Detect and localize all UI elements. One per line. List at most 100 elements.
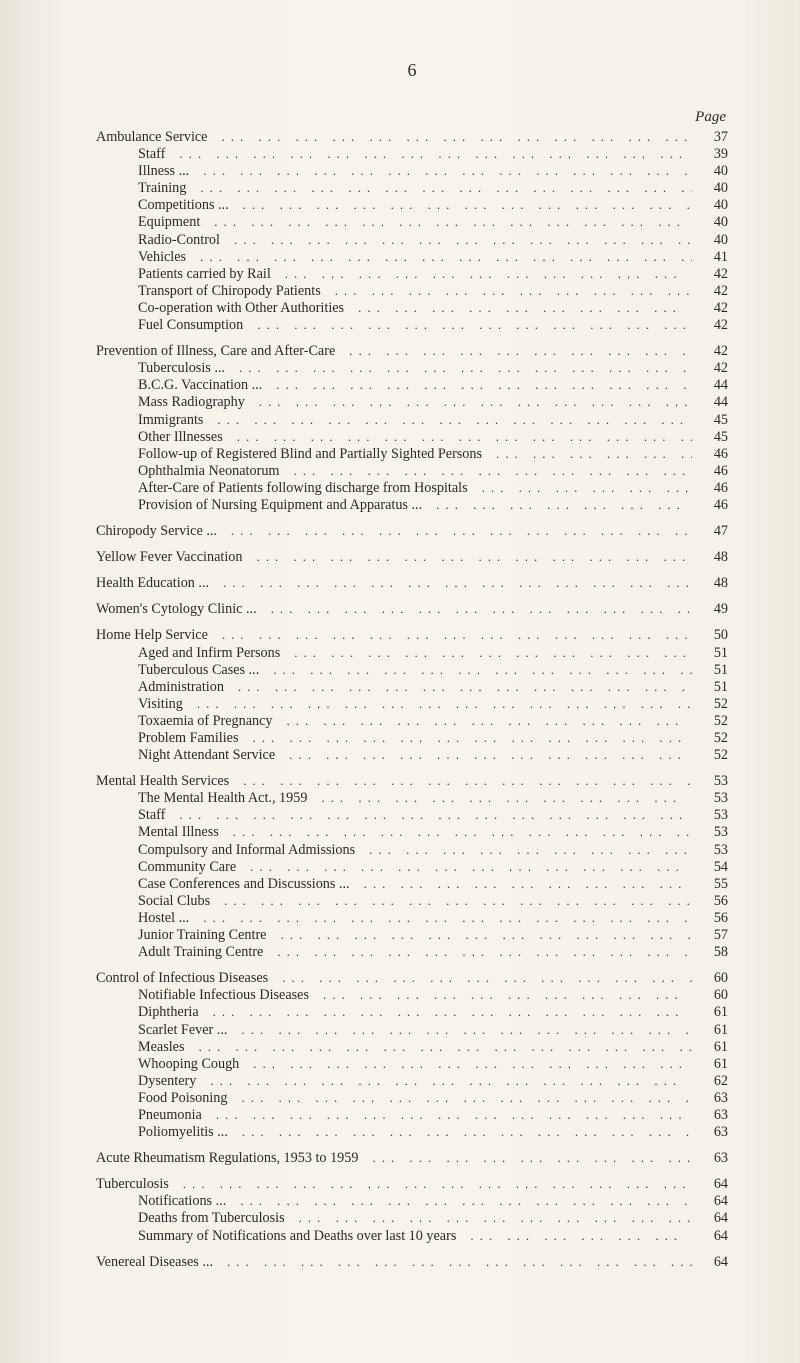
toc-item-label: Notifications ... (96, 1194, 226, 1208)
toc-page-number: 40 (692, 164, 728, 178)
toc-leader-dots: ... ... ... ... ... ... ... ... ... ... … (239, 1057, 692, 1070)
toc-section-label: Control of Infectious Diseases (96, 971, 268, 985)
toc-page-number: 46 (692, 464, 728, 478)
toc-item-row: Immigrants... ... ... ... ... ... ... ..… (96, 413, 728, 430)
toc-leader-dots: ... ... ... ... ... ... ... ... ... ... … (220, 233, 692, 246)
toc-section-label: Mental Health Services (96, 774, 229, 788)
toc-leader-dots: ... ... ... ... ... ... ... ... ... ... … (196, 1074, 692, 1087)
toc-item-row: Whooping Cough... ... ... ... ... ... ..… (96, 1057, 728, 1074)
toc-leader-dots: ... ... ... ... ... ... ... ... ... ... … (165, 808, 692, 821)
toc-page-number: 62 (692, 1074, 728, 1088)
toc-item-row: Ophthalmia Neonatorum... ... ... ... ...… (96, 464, 728, 481)
toc-item-label: B.C.G. Vaccination ... (96, 378, 262, 392)
toc-leader-dots: ... ... ... ... ... ... ... ... ... ... … (335, 344, 692, 357)
toc-page-number: 42 (692, 284, 728, 298)
toc-item-row: Diphtheria... ... ... ... ... ... ... ..… (96, 1005, 728, 1022)
toc-page-number: 40 (692, 215, 728, 229)
toc-leader-dots: ... ... ... ... ... ... ... ... ... ... … (229, 774, 692, 787)
toc-section-row: Prevention of Illness, Care and After-Ca… (96, 344, 728, 361)
toc-item-label: Follow-up of Registered Blind and Partia… (96, 447, 482, 461)
toc-item-label: Provision of Nursing Equipment and Appar… (96, 498, 422, 512)
toc-item-row: Other Illnesses... ... ... ... ... ... .… (96, 430, 728, 447)
toc-item-label: Competitions ... (96, 198, 229, 212)
toc-item-row: Illness ...... ... ... ... ... ... ... .… (96, 164, 728, 181)
toc-item-label: Tuberculosis ... (96, 361, 225, 375)
toc-item-row: Staff... ... ... ... ... ... ... ... ...… (96, 808, 728, 825)
toc-item-label: Community Care (96, 860, 236, 874)
toc-item-row: Provision of Nursing Equipment and Appar… (96, 498, 728, 515)
toc-item-row: After-Care of Patients following dischar… (96, 481, 728, 498)
toc-section-row: Tuberculosis... ... ... ... ... ... ... … (96, 1177, 728, 1194)
toc-section-row: Ambulance Service... ... ... ... ... ...… (96, 130, 728, 147)
toc-item-label: Case Conferences and Discussions ... (96, 877, 350, 891)
toc-item-row: Follow-up of Registered Blind and Partia… (96, 447, 728, 464)
toc-item-row: Deaths from Tuberculosis... ... ... ... … (96, 1211, 728, 1228)
toc-section-label: Yellow Fever Vaccination (96, 550, 242, 564)
toc-item-label: Mental Illness (96, 825, 219, 839)
toc-section-label: Women's Cytology Clinic ... (96, 602, 257, 616)
toc-leader-dots: ... ... ... ... ... ... ... ... ... ... … (257, 602, 692, 615)
toc-page-number: 42 (692, 344, 728, 358)
toc-page-number: 61 (692, 1023, 728, 1037)
toc-page-number: 63 (692, 1151, 728, 1165)
toc-section-label: Home Help Service (96, 628, 208, 642)
toc-leader-dots: ... ... ... ... ... ... ... ... ... ... … (422, 498, 692, 511)
toc-leader-dots: ... ... ... ... ... ... ... ... ... ... … (344, 301, 692, 314)
toc-item-label: Immigrants (96, 413, 203, 427)
toc-item-label: Transport of Chiropody Patients (96, 284, 321, 298)
toc-leader-dots: ... ... ... ... ... ... ... ... ... ... … (226, 1194, 692, 1207)
toc-section-label: Health Education ... (96, 576, 209, 590)
toc-item-row: Transport of Chiropody Patients... ... .… (96, 284, 728, 301)
toc-page-number: 57 (692, 928, 728, 942)
toc-page-number: 61 (692, 1040, 728, 1054)
toc-item-row: Hostel ...... ... ... ... ... ... ... ..… (96, 911, 728, 928)
toc-page-number: 53 (692, 843, 728, 857)
toc-page-number: 42 (692, 318, 728, 332)
toc-item-row: Patients carried by Rail... ... ... ... … (96, 267, 728, 284)
toc-item-label: Tuberculous Cases ... (96, 663, 259, 677)
toc-page-number: 39 (692, 147, 728, 161)
toc-page-number: 58 (692, 945, 728, 959)
toc-item-row: Measles... ... ... ... ... ... ... ... .… (96, 1040, 728, 1057)
toc-item-label: Administration (96, 680, 224, 694)
toc-item-label: Dysentery (96, 1074, 196, 1088)
toc-item-label: Fuel Consumption (96, 318, 243, 332)
toc-leader-dots: ... ... ... ... ... ... ... ... ... ... … (200, 215, 692, 228)
toc-leader-dots: ... ... ... ... ... ... ... ... ... ... … (468, 481, 692, 494)
toc-item-label: Training (96, 181, 186, 195)
toc-item-label: Measles (96, 1040, 185, 1054)
toc-leader-dots: ... ... ... ... ... ... ... ... ... ... … (210, 894, 692, 907)
toc-item-label: The Mental Health Act., 1959 (96, 791, 307, 805)
toc-page-number: 55 (692, 877, 728, 891)
toc-page-number: 64 (692, 1255, 728, 1269)
toc-page-number: 48 (692, 576, 728, 590)
toc-item-row: Tuberculous Cases ...... ... ... ... ...… (96, 663, 728, 680)
toc-leader-dots: ... ... ... ... ... ... ... ... ... ... … (185, 1040, 693, 1053)
toc-item-row: Fuel Consumption... ... ... ... ... ... … (96, 318, 728, 335)
toc-leader-dots: ... ... ... ... ... ... ... ... ... ... … (355, 843, 692, 856)
toc-item-row: Competitions ...... ... ... ... ... ... … (96, 198, 728, 215)
toc-item-row: Compulsory and Informal Admissions... ..… (96, 843, 728, 860)
toc-item-row: Staff... ... ... ... ... ... ... ... ...… (96, 147, 728, 164)
toc-page-number: 37 (692, 130, 728, 144)
toc-leader-dots: ... ... ... ... ... ... ... ... ... ... … (259, 663, 692, 676)
toc-page-number: 51 (692, 646, 728, 660)
toc-item-label: Staff (96, 147, 165, 161)
toc-section-label: Venereal Diseases ... (96, 1255, 213, 1269)
toc-item-row: The Mental Health Act., 1959... ... ... … (96, 791, 728, 808)
toc-leader-dots: ... ... ... ... ... ... ... ... ... ... … (202, 1108, 692, 1121)
toc-item-row: Mental Illness... ... ... ... ... ... ..… (96, 825, 728, 842)
toc-page-number: 40 (692, 233, 728, 247)
toc-page-number: 64 (692, 1194, 728, 1208)
toc-section-row: Venereal Diseases ...... ... ... ... ...… (96, 1255, 728, 1272)
toc-item-label: Notifiable Infectious Diseases (96, 988, 309, 1002)
toc-leader-dots: ... ... ... ... ... ... ... ... ... ... … (456, 1229, 692, 1242)
toc-item-label: Illness ... (96, 164, 189, 178)
toc-item-row: Toxaemia of Pregnancy... ... ... ... ...… (96, 714, 728, 731)
toc-page-number: 53 (692, 808, 728, 822)
toc-item-row: Case Conferences and Discussions ...... … (96, 877, 728, 894)
toc-item-row: Tuberculosis ...... ... ... ... ... ... … (96, 361, 728, 378)
toc-item-row: Equipment... ... ... ... ... ... ... ...… (96, 215, 728, 232)
toc-page-number: 47 (692, 524, 728, 538)
toc-page-number: 60 (692, 971, 728, 985)
